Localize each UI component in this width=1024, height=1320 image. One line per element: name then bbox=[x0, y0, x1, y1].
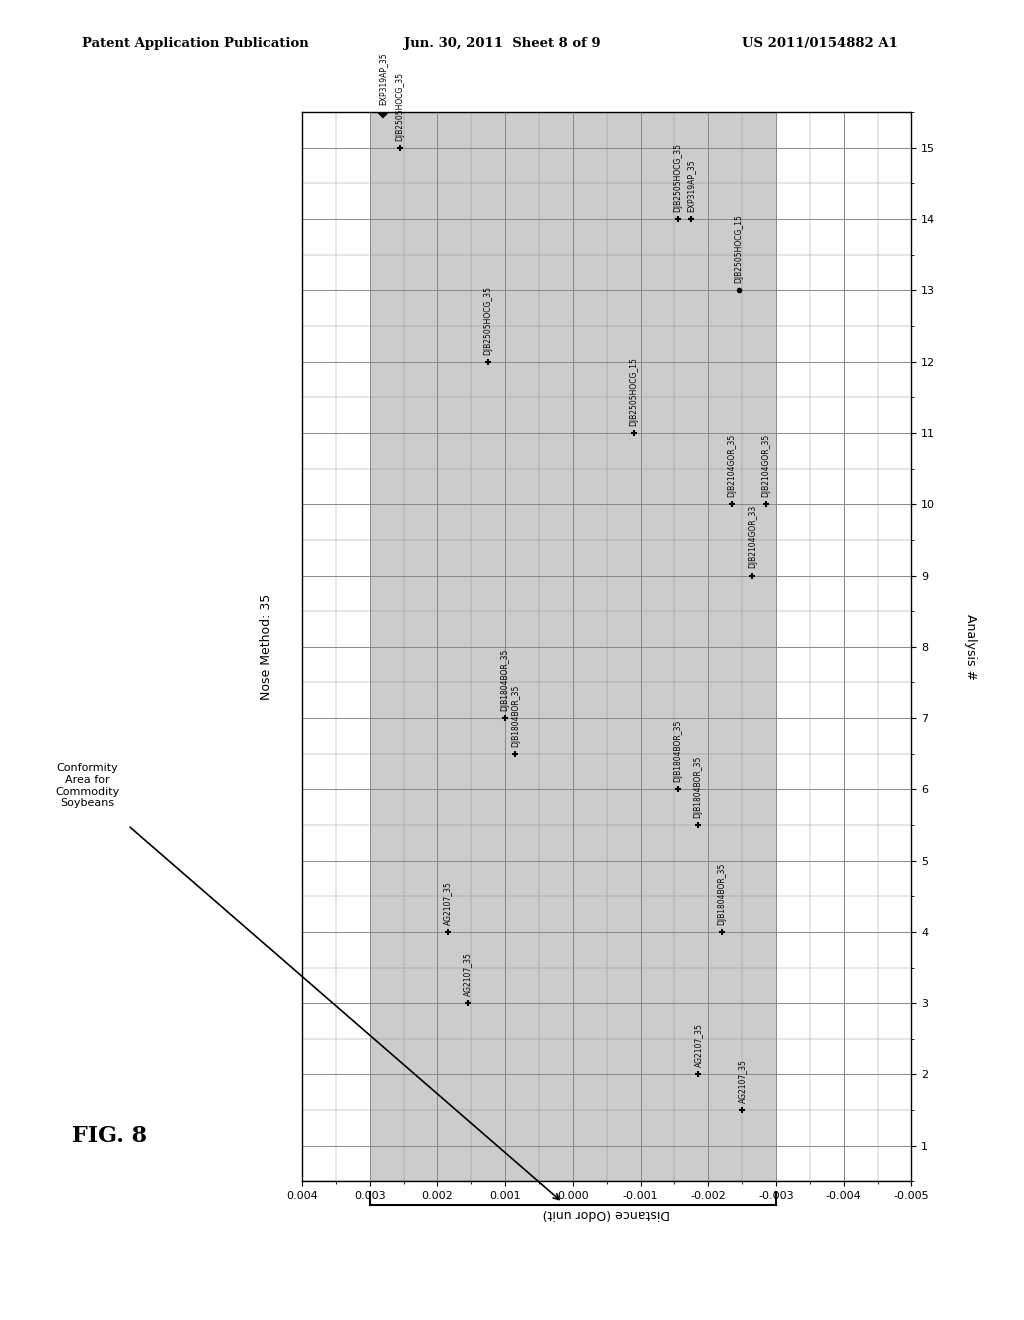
Text: Conformity
Area for
Commodity
Soybeans: Conformity Area for Commodity Soybeans bbox=[55, 763, 119, 808]
Text: DJB1804BOR_35: DJB1804BOR_35 bbox=[717, 862, 726, 925]
Text: DJB2505HOCG_35: DJB2505HOCG_35 bbox=[483, 285, 493, 355]
Text: EXP319AP_35: EXP319AP_35 bbox=[687, 160, 696, 213]
Text: Nose Method: 35: Nose Method: 35 bbox=[260, 594, 272, 700]
Text: DJB2104GOR_35: DJB2104GOR_35 bbox=[761, 434, 770, 498]
Text: DJB1804BOR_35: DJB1804BOR_35 bbox=[511, 684, 520, 747]
Text: Jun. 30, 2011  Sheet 8 of 9: Jun. 30, 2011 Sheet 8 of 9 bbox=[404, 37, 601, 50]
Text: DJB2505HOCG_35: DJB2505HOCG_35 bbox=[395, 71, 404, 141]
Text: DJB1804BOR_35: DJB1804BOR_35 bbox=[693, 755, 702, 818]
Text: DJB2104GOR_33: DJB2104GOR_33 bbox=[748, 506, 757, 569]
Text: EXP319AP_35: EXP319AP_35 bbox=[379, 53, 388, 106]
Y-axis label: Analysis #: Analysis # bbox=[964, 614, 977, 680]
X-axis label: Distance (Odor unit): Distance (Odor unit) bbox=[543, 1206, 671, 1220]
Text: AG2107_35: AG2107_35 bbox=[443, 880, 453, 925]
Bar bbox=[370, 112, 776, 1181]
Text: DJB2505HOCG_15: DJB2505HOCG_15 bbox=[630, 356, 638, 426]
Text: DJB2505HOCG_35: DJB2505HOCG_35 bbox=[674, 143, 682, 213]
Text: Patent Application Publication: Patent Application Publication bbox=[82, 37, 308, 50]
Text: DJB2505HOCG_15: DJB2505HOCG_15 bbox=[734, 214, 743, 284]
Text: DJB1804BOR_35: DJB1804BOR_35 bbox=[501, 648, 510, 711]
Text: DJB2104GOR_35: DJB2104GOR_35 bbox=[727, 434, 736, 498]
Text: AG2107_35: AG2107_35 bbox=[464, 952, 472, 997]
Text: US 2011/0154882 A1: US 2011/0154882 A1 bbox=[742, 37, 898, 50]
Text: AG2107_35: AG2107_35 bbox=[737, 1059, 746, 1104]
Text: DJB1804BOR_35: DJB1804BOR_35 bbox=[674, 719, 682, 783]
Text: AG2107_35: AG2107_35 bbox=[693, 1023, 702, 1068]
Text: FIG. 8: FIG. 8 bbox=[72, 1125, 146, 1147]
